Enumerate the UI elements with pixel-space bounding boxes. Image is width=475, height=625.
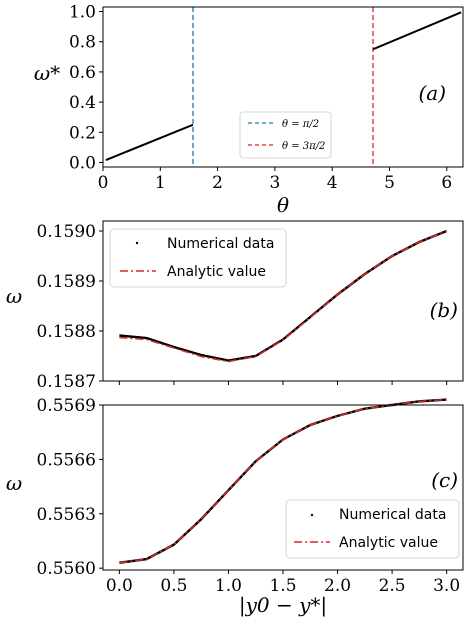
panel-a-x-tick-label: 6 <box>441 173 452 193</box>
panel-a-x-ticks: 0 1 2 3 4 5 6 <box>98 167 452 193</box>
panel-c-y-ticks: 0.5560 0.5563 0.5566 0.5569 <box>37 396 103 579</box>
panel-b-plot <box>119 229 448 363</box>
panel-c-x-tick-label: 2.5 <box>379 576 406 596</box>
panel-c-x-tick-label: 1.0 <box>215 576 242 596</box>
panel-a-label: (a) <box>418 81 446 105</box>
panel-b-y-tick-label: 0.1587 <box>37 372 96 392</box>
legend-label-analytic-c: Analytic value <box>339 535 438 551</box>
panel-a-x-tick-label: 4 <box>327 173 338 193</box>
panel-a-x-tick-label: 3 <box>269 173 280 193</box>
legend-marker-numerical-b <box>135 241 139 245</box>
panel-a-frame <box>102 6 464 168</box>
panel-a-x-tick-label: 0 <box>98 173 109 193</box>
panel-b-y-ticks: 0.1587 0.1588 0.1589 0.1590 <box>37 222 103 392</box>
panel-a-y-ticks: 0.0 0.2 0.4 0.6 0.8 1.0 <box>69 3 103 173</box>
panel-c-y-tick-label: 0.5563 <box>37 505 96 525</box>
panel-b: 0.1587 0.1588 0.1589 0.1590 ω (b) Numerical… <box>6 220 464 392</box>
panel-c-y-label: ω <box>6 471 22 495</box>
panel-a-x-label: θ <box>277 193 289 217</box>
panel-c-x-tick-label: 3.0 <box>433 576 460 596</box>
panel-c-x-label: |y0 − y*| <box>239 593 327 618</box>
panel-a-legend: θ = π/2 θ = 3π/2 <box>239 111 332 159</box>
panel-a-y-tick-label: 0.4 <box>69 93 96 113</box>
panel-c-x-ticks: 0.0 0.5 1.0 1.5 2.0 2.5 3.0 <box>106 570 460 596</box>
panel-b-y-tick-label: 0.1589 <box>37 272 96 292</box>
panel-c-y-tick-label: 0.5560 <box>37 559 96 579</box>
panel-a-y-tick-label: 0.2 <box>69 123 96 143</box>
panel-a-x-tick-label: 1 <box>155 173 166 193</box>
legend-label-theta-pi-2: θ = π/2 <box>282 119 319 130</box>
panel-a-y-label: ω* <box>34 61 60 85</box>
panel-a: 0 1 2 3 4 5 6 0.0 0.2 0.4 0.6 0.8 1.0 θ ω* (a) θ = … <box>34 3 464 217</box>
panel-b-label: (b) <box>430 298 458 322</box>
panel-a-series-0-line <box>105 123 194 161</box>
legend-label-numerical-b: Numerical data <box>167 236 274 252</box>
panel-a-y-tick-label: 0.8 <box>69 33 96 53</box>
panel-a-series-1-line <box>372 11 462 51</box>
panel-a-y-tick-label: 1.0 <box>69 3 96 23</box>
panel-c-x-tick-label: 1.5 <box>269 576 296 596</box>
panel-b-y-label: ω <box>6 284 22 308</box>
panel-c-x-tick-label: 0.0 <box>106 576 133 596</box>
panel-c-label: (c) <box>431 468 458 492</box>
panel-c-legend: Numerical data Analytic value <box>285 499 460 559</box>
panel-a-y-tick-label: 0.6 <box>69 63 96 83</box>
panel-b-x-ticks <box>118 381 448 385</box>
panel-c-x-tick-label: 0.5 <box>160 576 187 596</box>
panel-c: 0.0 0.5 1.0 1.5 2.0 2.5 3.0 0.5560 0.5563 0.5566… <box>6 396 464 618</box>
panel-b-legend-box <box>109 228 287 288</box>
panel-a-y-tick-label: 0.0 <box>69 153 96 173</box>
legend-label-numerical-c: Numerical data <box>339 507 446 523</box>
panel-a-x-tick-label: 5 <box>384 173 395 193</box>
legend-marker-numerical-c <box>310 513 314 517</box>
panel-c-legend-box <box>285 499 460 559</box>
panel-c-y-tick-label: 0.5569 <box>37 396 96 416</box>
panel-a-plot <box>105 7 462 167</box>
legend-label-analytic-b: Analytic value <box>167 264 266 280</box>
panel-b-series-1-line <box>119 230 447 363</box>
panel-b-legend: Numerical data Analytic value <box>109 228 287 288</box>
panel-b-y-tick-label: 0.1590 <box>37 222 96 242</box>
panel-c-x-tick-label: 2.0 <box>324 576 351 596</box>
panel-c-y-tick-label: 0.5566 <box>37 450 96 470</box>
legend-label-theta-3pi-2: θ = 3π/2 <box>282 141 325 152</box>
panel-a-x-tick-label: 2 <box>212 173 223 193</box>
panel-b-y-tick-label: 0.1588 <box>37 322 96 342</box>
